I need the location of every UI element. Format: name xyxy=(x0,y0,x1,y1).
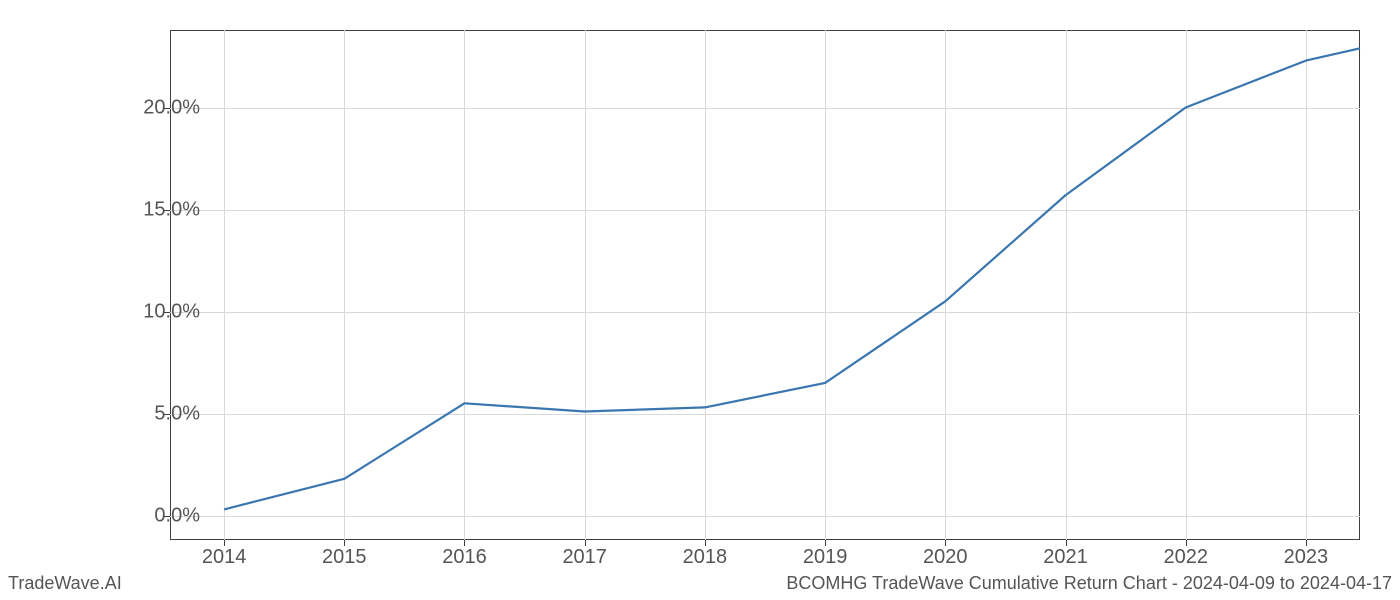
x-tick-label: 2014 xyxy=(202,546,247,569)
y-tick-mark xyxy=(164,108,170,109)
chart-plot-area xyxy=(170,30,1360,540)
x-tick-label: 2021 xyxy=(1043,546,1088,569)
x-tick-label: 2020 xyxy=(923,546,968,569)
x-tick-label: 2023 xyxy=(1284,546,1329,569)
y-tick-mark xyxy=(164,516,170,517)
y-tick-label: 0.0% xyxy=(154,504,200,527)
x-tick-label: 2022 xyxy=(1163,546,1208,569)
x-tick-mark xyxy=(1066,540,1067,546)
y-tick-mark xyxy=(164,414,170,415)
footer-left-text: TradeWave.AI xyxy=(8,573,122,594)
x-tick-mark xyxy=(705,540,706,546)
x-tick-mark xyxy=(1306,540,1307,546)
x-tick-label: 2015 xyxy=(322,546,367,569)
footer-right-text: BCOMHG TradeWave Cumulative Return Chart… xyxy=(786,573,1392,594)
x-tick-mark xyxy=(1186,540,1187,546)
y-tick-label: 5.0% xyxy=(154,402,200,425)
x-tick-label: 2019 xyxy=(803,546,848,569)
line-series xyxy=(170,30,1360,540)
y-tick-label: 15.0% xyxy=(143,198,200,221)
x-tick-mark xyxy=(585,540,586,546)
return-line xyxy=(224,48,1360,509)
x-tick-mark xyxy=(825,540,826,546)
y-tick-mark xyxy=(164,210,170,211)
x-tick-label: 2018 xyxy=(683,546,728,569)
x-tick-mark xyxy=(464,540,465,546)
x-tick-mark xyxy=(945,540,946,546)
y-tick-label: 10.0% xyxy=(143,300,200,323)
x-tick-mark xyxy=(224,540,225,546)
x-tick-label: 2017 xyxy=(562,546,607,569)
x-tick-mark xyxy=(344,540,345,546)
x-tick-label: 2016 xyxy=(442,546,487,569)
y-tick-label: 20.0% xyxy=(143,96,200,119)
y-tick-mark xyxy=(164,312,170,313)
